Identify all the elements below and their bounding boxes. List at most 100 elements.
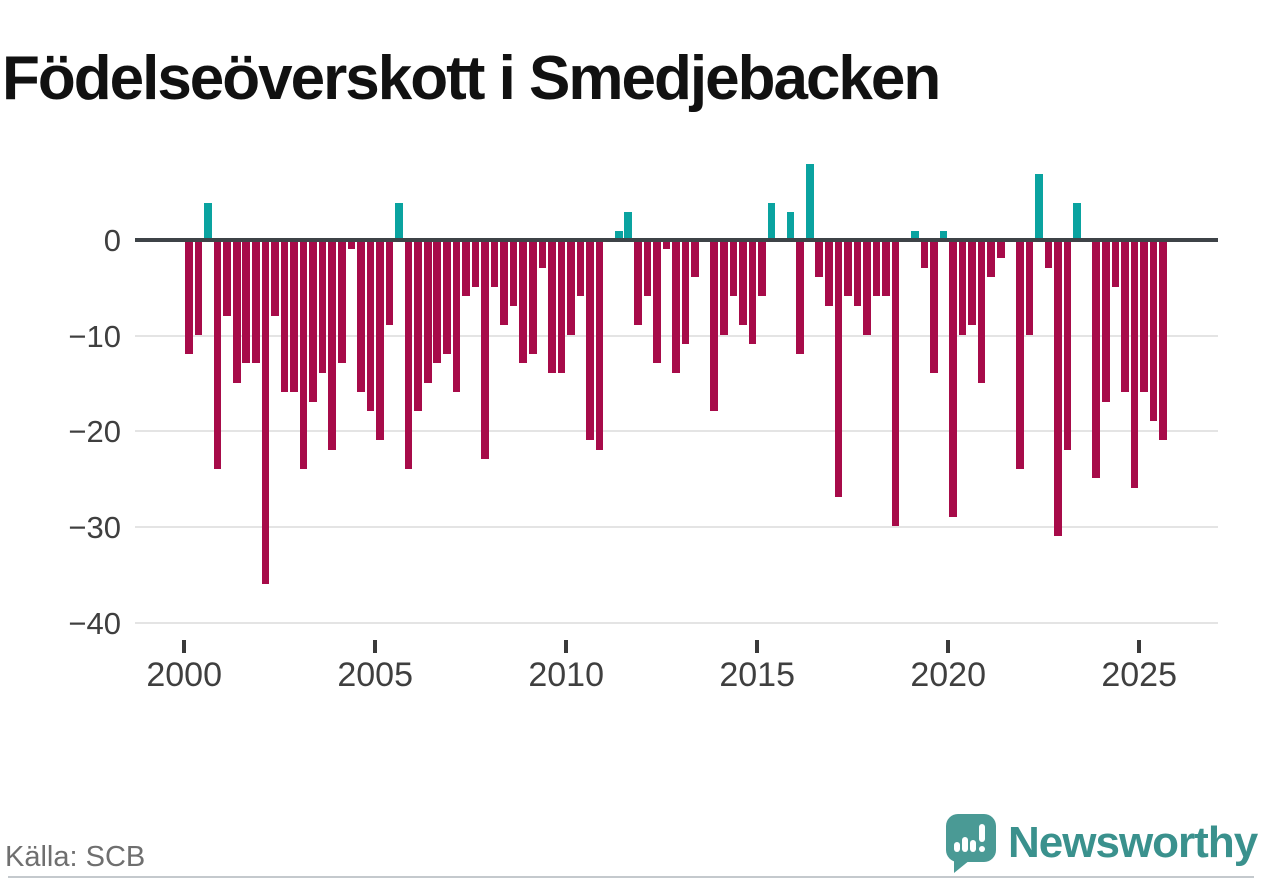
bar-2016Q4 — [825, 239, 833, 306]
bar-2020Q1 — [949, 239, 957, 517]
x-tick-mark — [946, 640, 951, 653]
bar-2005Q3 — [395, 202, 403, 241]
x-tick-mark — [564, 640, 569, 653]
bar-2002Q4 — [290, 239, 298, 393]
bar-2011Q2 — [614, 231, 623, 241]
bar-2012Q3 — [662, 239, 671, 249]
source-caption: Källa: SCB — [5, 841, 146, 873]
bar-2001Q1 — [223, 239, 231, 316]
bar-2018Q1 — [872, 239, 881, 297]
bar-2016Q3 — [815, 239, 824, 278]
bar-2018Q3 — [891, 239, 900, 527]
bar-2020Q4 — [977, 239, 986, 383]
x-tick-label: 2005 — [337, 656, 413, 694]
newsworthy-wordmark: Newsworthy — [1008, 818, 1258, 867]
bar-2012Q2 — [653, 239, 661, 364]
bar-2015Q1 — [758, 239, 766, 297]
bar-2024Q2 — [1111, 239, 1120, 287]
bar-2019Q4 — [939, 231, 948, 241]
pin-tail — [954, 860, 970, 873]
bar-2019Q3 — [930, 239, 938, 373]
bar-2020Q2 — [958, 239, 967, 335]
gridline — [135, 621, 1218, 624]
bar-2005Q1 — [376, 239, 384, 440]
x-tick-label: 2010 — [528, 656, 604, 694]
bar-2001Q2 — [232, 239, 241, 383]
bar-2013Q1 — [681, 239, 690, 345]
bar-2008Q3 — [509, 239, 518, 306]
bar-2010Q4 — [595, 239, 604, 450]
bar-2018Q2 — [882, 239, 890, 297]
bar-2004Q3 — [357, 239, 365, 393]
y-tick-label: −20 — [68, 414, 121, 450]
logo-exclamation-dot-icon — [979, 846, 985, 852]
x-tick-label: 2000 — [146, 656, 222, 694]
bar-2003Q4 — [328, 239, 337, 450]
bar-2014Q4 — [748, 239, 757, 345]
bar-2010Q1 — [567, 239, 575, 335]
bar-2009Q2 — [538, 239, 547, 268]
x-tick-label: 2020 — [910, 656, 986, 694]
bar-2002Q3 — [280, 239, 289, 393]
bar-2007Q2 — [462, 239, 470, 297]
bar-2025Q3 — [1159, 239, 1167, 440]
bar-2000Q3 — [204, 202, 212, 241]
gridline — [135, 526, 1218, 529]
bar-2019Q2 — [920, 239, 929, 268]
bar-2017Q4 — [863, 239, 871, 335]
bar-2010Q2 — [576, 239, 585, 297]
x-tick-mark — [373, 640, 378, 653]
bar-2025Q1 — [1140, 239, 1148, 393]
bar-2022Q2 — [1035, 174, 1043, 241]
x-tick-mark — [1137, 640, 1142, 653]
bar-2014Q1 — [719, 239, 728, 335]
x-tick-mark — [755, 640, 760, 653]
bar-2017Q2 — [844, 239, 852, 297]
bar-2003Q1 — [299, 239, 308, 469]
bar-2013Q4 — [710, 239, 719, 412]
bar-2020Q3 — [968, 239, 976, 326]
x-tick-label: 2015 — [719, 656, 795, 694]
bar-2007Q1 — [452, 239, 461, 393]
bar-2008Q4 — [519, 239, 528, 364]
bar-2001Q3 — [242, 239, 251, 364]
bar-2001Q4 — [252, 239, 260, 364]
newsworthy-logo: Newsworthy — [946, 814, 1258, 874]
bar-2002Q1 — [261, 239, 270, 584]
logo-chart-bar-icon — [962, 837, 968, 852]
bar-2010Q3 — [586, 239, 594, 440]
logo-exclamation-icon — [979, 824, 985, 842]
gridline — [135, 430, 1218, 433]
bar-2006Q1 — [414, 239, 422, 412]
bar-2019Q1 — [910, 231, 919, 241]
bar-2015Q4 — [786, 212, 795, 241]
bar-2022Q4 — [1054, 239, 1062, 536]
bar-2004Q4 — [366, 239, 375, 412]
y-tick-label: −30 — [68, 510, 121, 546]
bar-2024Q3 — [1121, 239, 1129, 393]
bar-2000Q2 — [194, 239, 203, 335]
bar-2008Q1 — [490, 239, 499, 287]
bar-2012Q4 — [672, 239, 680, 373]
bar-2006Q2 — [423, 239, 432, 383]
bar-2013Q2 — [691, 239, 699, 278]
pin-body — [946, 814, 996, 862]
bar-2022Q1 — [1025, 239, 1034, 335]
y-tick-label: 0 — [103, 223, 121, 258]
newsworthy-pin-icon — [946, 814, 996, 873]
x-tick-mark — [182, 640, 187, 653]
bar-2011Q3 — [624, 212, 633, 241]
bar-2024Q1 — [1101, 239, 1110, 402]
bar-2000Q1 — [185, 239, 193, 354]
bar-2009Q4 — [557, 239, 566, 373]
bar-2011Q4 — [634, 239, 642, 326]
bar-2004Q2 — [347, 239, 356, 249]
bar-2025Q2 — [1149, 239, 1158, 421]
y-tick-label: −40 — [68, 605, 121, 641]
bar-2009Q1 — [528, 239, 537, 354]
bar-2021Q1 — [987, 239, 995, 278]
bottom-divider — [8, 876, 1254, 878]
bar-2006Q3 — [433, 239, 442, 364]
bar-2007Q3 — [471, 239, 480, 287]
